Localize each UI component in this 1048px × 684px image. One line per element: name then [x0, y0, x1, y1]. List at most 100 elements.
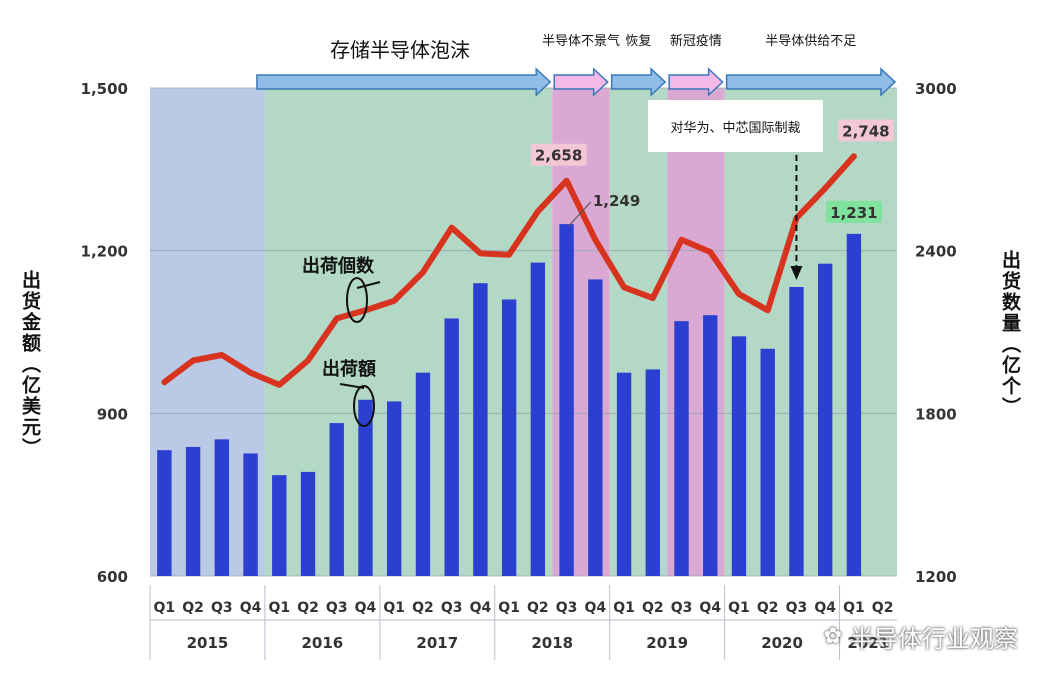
- watermark: ✿ 半导体行业观察: [824, 619, 1018, 654]
- bar: [588, 279, 603, 576]
- quarter-label: Q4: [240, 600, 262, 616]
- year-label: 2020: [761, 634, 803, 652]
- quarter-label: Q3: [786, 600, 808, 616]
- quarter-label: Q2: [757, 600, 779, 616]
- bar: [731, 336, 747, 576]
- quarter-label: Q3: [326, 600, 348, 616]
- data-label: 1,249: [593, 192, 640, 210]
- left-axis-title: 出货金额（亿美元）: [19, 269, 42, 459]
- bar: [358, 399, 373, 576]
- bar: [329, 423, 344, 576]
- data-label: 2,658: [535, 147, 582, 165]
- bar: [703, 315, 718, 576]
- year-label: 2019: [646, 634, 688, 652]
- period-arrow-3: [668, 67, 724, 97]
- bar-series-label: 出荷額: [322, 358, 376, 380]
- quarter-label: Q3: [211, 600, 233, 616]
- quarter-label: Q2: [297, 600, 319, 616]
- bar: [645, 369, 660, 576]
- quarter-label: Q4: [814, 600, 836, 616]
- data-label-bg: [530, 143, 587, 166]
- bar: [243, 453, 258, 576]
- quarter-label: Q1: [843, 600, 865, 616]
- quarter-label: Q4: [699, 600, 721, 616]
- year-label: 2017: [416, 634, 458, 652]
- data-label-bg: [825, 200, 882, 223]
- bar: [846, 233, 862, 576]
- quarter-label: Q2: [182, 600, 204, 616]
- bar: [501, 299, 517, 576]
- left-tick-label: 1,200: [81, 243, 128, 261]
- data-label: 2,748: [842, 122, 889, 140]
- sanction-label: 对华为、中芯国际制裁: [670, 120, 801, 136]
- quarter-label: Q3: [556, 600, 578, 616]
- period-label-2: 恢复: [625, 34, 651, 49]
- right-axis-title: 出货数量（亿个）: [999, 249, 1022, 418]
- quarter-label: Q1: [498, 600, 520, 616]
- quarter-label: Q1: [728, 600, 750, 616]
- left-tick-label: 900: [97, 405, 128, 423]
- bar: [530, 262, 546, 576]
- data-label: 1,231: [830, 204, 877, 222]
- bar: [272, 475, 287, 576]
- quarter-label: Q1: [613, 600, 635, 616]
- quarter-label: Q2: [642, 600, 664, 616]
- quarter-label: Q4: [470, 600, 492, 616]
- bar: [415, 372, 431, 576]
- watermark-text: 半导体行业观察: [850, 625, 1018, 653]
- bar: [616, 372, 632, 576]
- period-label-3: 新冠疫情: [670, 33, 722, 49]
- bar: [444, 318, 459, 576]
- bar: [817, 263, 833, 576]
- bar: [789, 286, 804, 576]
- period-label-0: 存储半导体泡沫: [330, 38, 470, 62]
- quarter-label: Q1: [268, 600, 290, 616]
- line-series: [161, 153, 857, 388]
- quarter-label: Q2: [527, 600, 549, 616]
- bar: [185, 446, 201, 576]
- quarter-label: Q3: [441, 600, 463, 616]
- quarter-label: Q3: [671, 600, 693, 616]
- quarter-label: Q4: [584, 600, 606, 616]
- line-series-label: 出荷個数: [302, 255, 375, 277]
- year-label: 2015: [187, 634, 229, 652]
- period-arrow-2: [610, 67, 667, 97]
- data-label-leader: [568, 201, 592, 227]
- left-tick-label: 600: [97, 568, 128, 586]
- bar: [473, 283, 488, 576]
- bar-marker-arrow: [339, 383, 365, 389]
- quarter-label: Q2: [412, 600, 434, 616]
- right-tick-label: 1800: [915, 405, 957, 423]
- bar: [559, 224, 574, 576]
- right-tick-label: 1200: [915, 568, 957, 586]
- sanction-callout: 对华为、中芯国际制裁: [648, 100, 823, 152]
- period-arrow-0: [256, 67, 552, 97]
- year-label: 2021: [847, 634, 889, 652]
- bar: [760, 348, 775, 576]
- period-label-4: 半导体供给不足: [765, 34, 856, 49]
- bar: [387, 401, 402, 576]
- wechat-icon: ✿: [823, 624, 842, 649]
- right-tick-label: 2400: [915, 243, 957, 261]
- right-tick-label: 3000: [915, 80, 957, 98]
- bar: [157, 450, 172, 576]
- bar: [214, 439, 230, 576]
- quarter-label: Q1: [154, 600, 176, 616]
- quarter-label: Q4: [355, 600, 377, 616]
- line-marker-arrow: [356, 281, 381, 289]
- sanction-arrow-head: [790, 266, 803, 280]
- line-marker-ellipse: [346, 277, 368, 323]
- bar: [674, 321, 689, 576]
- period-label-1: 半导体不景气: [542, 33, 620, 49]
- period-arrow-4: [725, 67, 897, 97]
- band-period-4: [724, 88, 897, 576]
- bar: [300, 471, 316, 576]
- year-label: 2016: [302, 634, 344, 652]
- year-label: 2018: [531, 634, 573, 652]
- bar-marker-ellipse: [353, 385, 375, 427]
- quarter-label: Q2: [872, 600, 894, 616]
- period-arrow-1: [553, 67, 609, 97]
- left-tick-label: 1,500: [81, 80, 128, 98]
- quarter-label: Q1: [383, 600, 405, 616]
